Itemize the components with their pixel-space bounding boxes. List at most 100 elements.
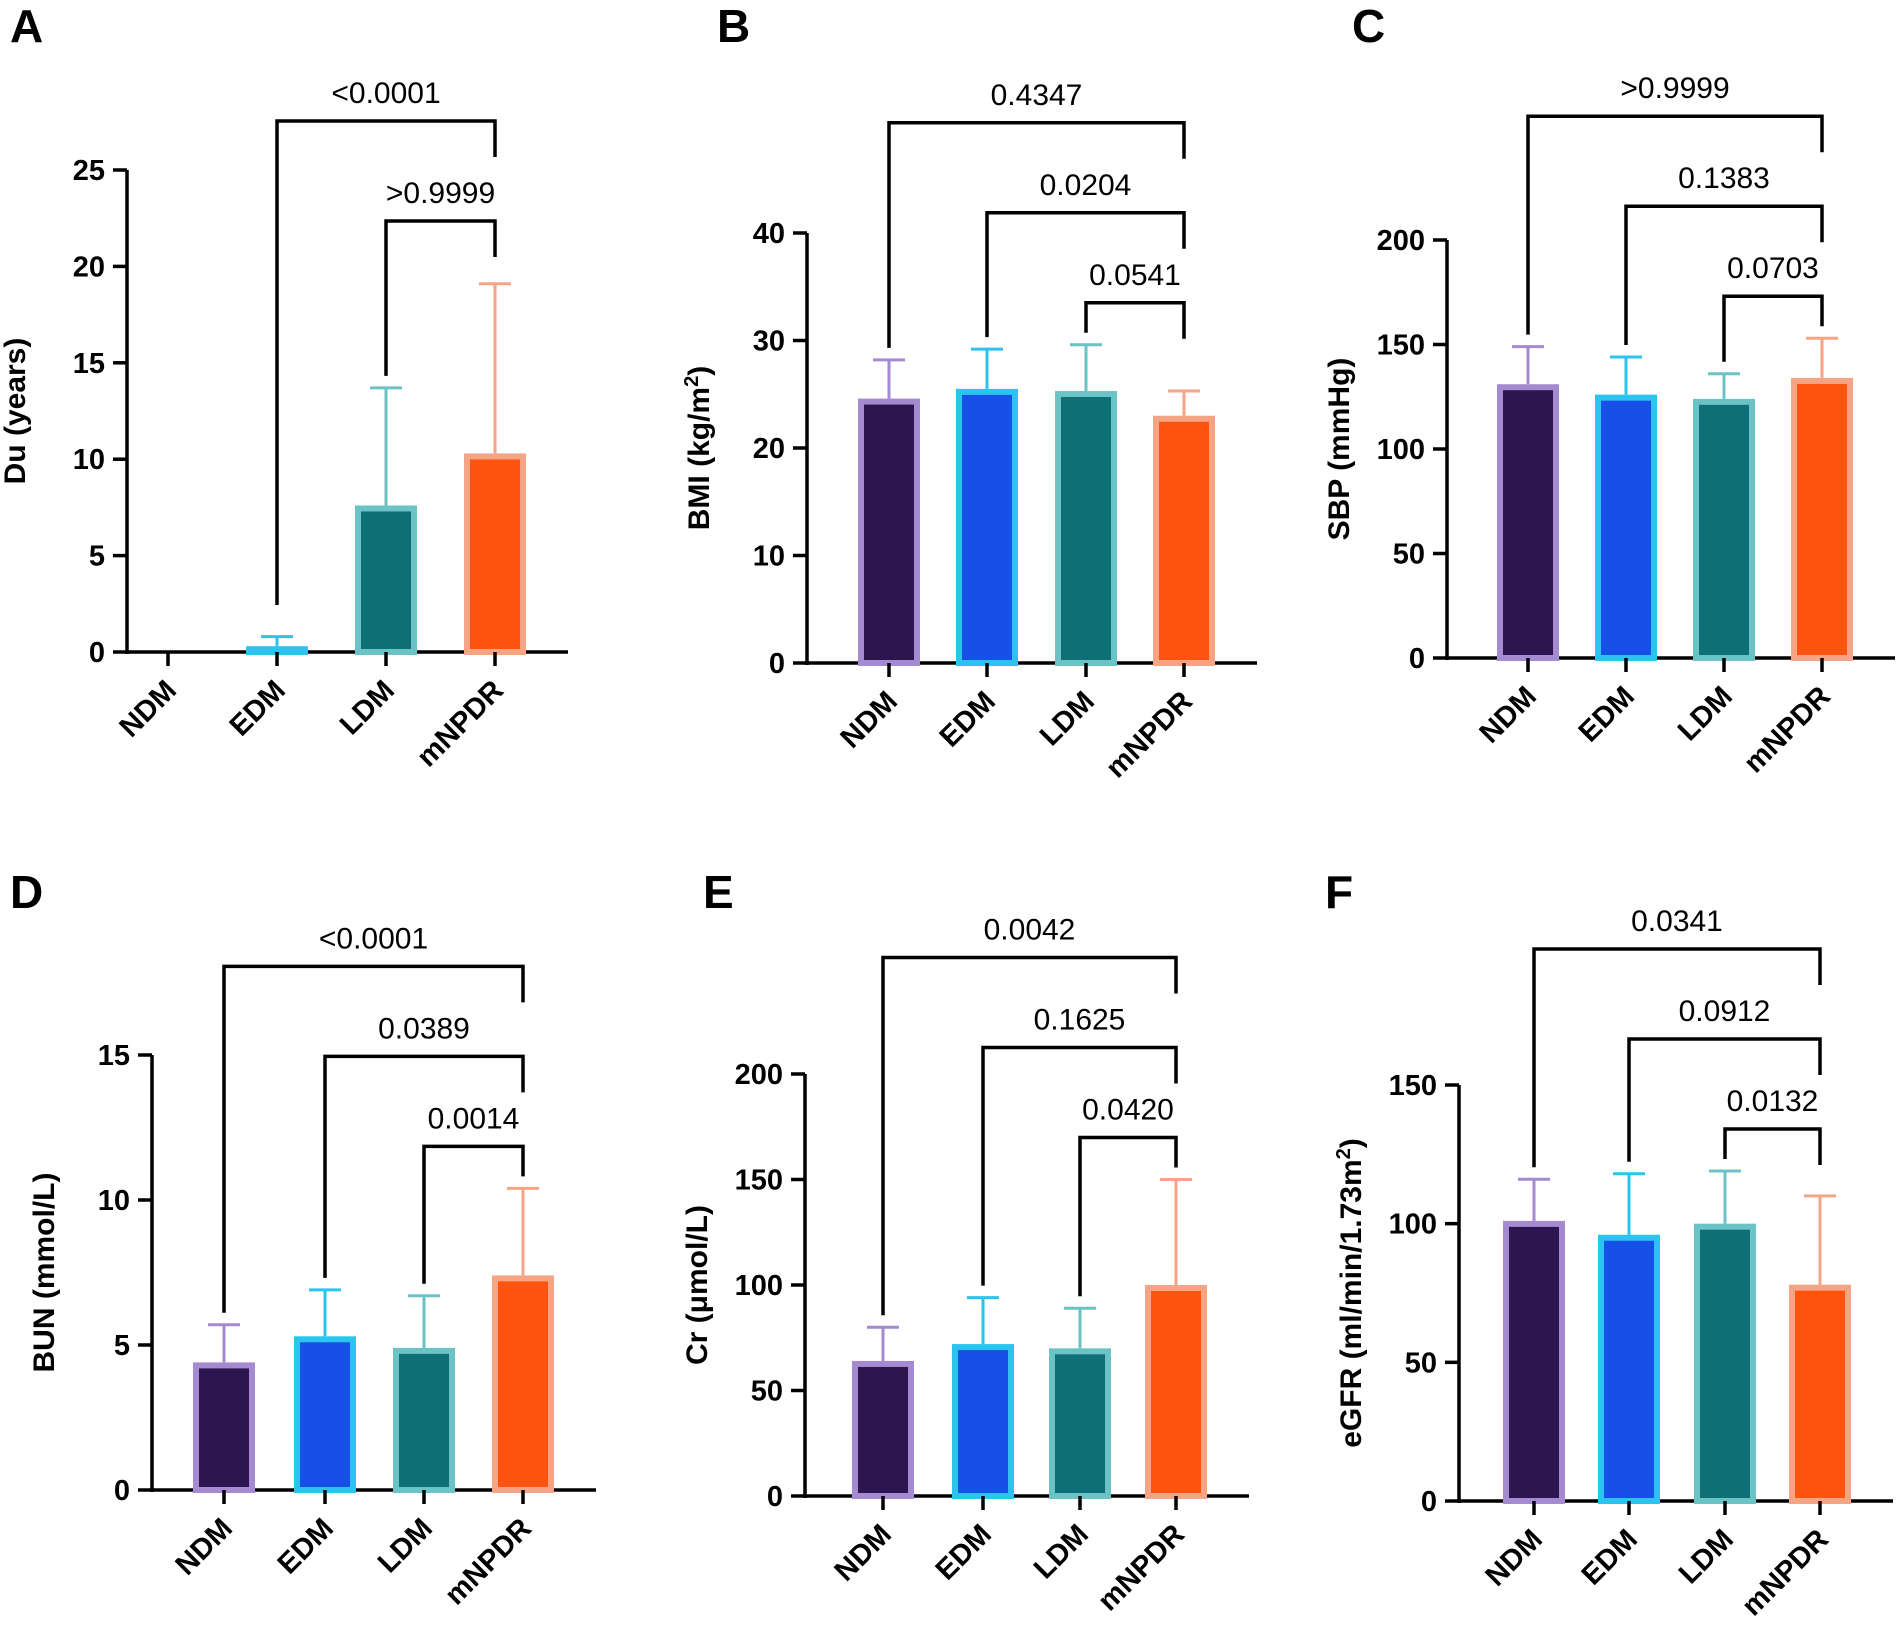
x-category-label: mNPDR [1738, 680, 1837, 779]
bar-edm [952, 1344, 1014, 1499]
significance-bracket [1078, 1135, 1178, 1297]
y-tick-label: 0 [767, 1481, 783, 1513]
y-tick-label: 5 [114, 1330, 130, 1362]
x-category-label: NDM [114, 674, 183, 743]
significance-bracket [422, 1144, 525, 1284]
significance-bracket [981, 1045, 1178, 1286]
x-category-label: NDM [1474, 680, 1543, 749]
significance-bracket [384, 219, 497, 376]
y-tick-label: 50 [1393, 539, 1425, 571]
bar-mnpdr [1789, 1284, 1851, 1505]
bar-ndm [858, 398, 920, 666]
x-category-label: LDM [334, 674, 401, 741]
y-tick-label: 0 [89, 637, 105, 669]
panel-letter: B [717, 0, 750, 52]
bar-ndm [1497, 384, 1559, 661]
y-tick-label: 10 [753, 541, 785, 573]
x-category-label: EDM [1573, 680, 1641, 748]
x-category-label: LDM [1028, 1518, 1095, 1585]
x-category-label: NDM [829, 1518, 898, 1587]
y-tick-label: 40 [753, 218, 785, 250]
p-value-label: >0.9999 [386, 177, 495, 210]
panel-a: A 0 5 10 15 20 25 Du (years) NDM EDM LDM mNPDR <0.00… [0, 0, 568, 773]
y-tick-label: 30 [753, 326, 785, 358]
x-category-label: NDM [1480, 1523, 1549, 1592]
bar-ldm [1049, 1348, 1111, 1500]
bar-mnpdr [464, 453, 526, 655]
y-axis-label: BMI (kg/m2) [681, 366, 716, 530]
y-tick-label: 150 [1389, 1070, 1437, 1102]
bar-ldm [1693, 398, 1755, 661]
significance-bracket [1084, 301, 1186, 339]
y-axis-label: Du (years) [0, 338, 32, 485]
bar-ndm [1503, 1220, 1565, 1504]
x-category-label: LDM [1034, 685, 1101, 752]
y-tick-label: 50 [1405, 1347, 1437, 1379]
p-value-label: 0.0042 [984, 914, 1076, 947]
x-category-label: mNPDR [1736, 1523, 1835, 1622]
p-value-label: 0.0132 [1727, 1085, 1819, 1118]
p-value-label: 0.0014 [428, 1102, 520, 1135]
bar-edm [246, 646, 308, 656]
x-category-label: EDM [224, 674, 292, 742]
significance-bracket [1627, 1037, 1822, 1162]
panel-d: D 0 5 10 15 BUN (mmol/L) NDM EDM LDM mNPDR <0.0001… [10, 866, 596, 1611]
significance-bracket [323, 1054, 525, 1278]
y-tick-label: 20 [753, 433, 785, 465]
y-tick-label: 150 [1377, 330, 1425, 362]
significance-bracket [881, 955, 1178, 1316]
y-tick-label: 10 [73, 444, 105, 476]
p-value-label: >0.9999 [1620, 72, 1729, 105]
p-value-label: <0.0001 [319, 922, 428, 955]
bar-edm [956, 388, 1018, 666]
y-tick-label: 100 [1389, 1209, 1437, 1241]
y-tick-label: 10 [98, 1185, 130, 1217]
y-axis-label: eGFR (ml/min/1.73m2) [1333, 1138, 1368, 1448]
y-tick-label: 0 [1421, 1486, 1437, 1518]
x-category-label: mNPDR [1100, 685, 1199, 784]
panel-letter: E [703, 866, 734, 918]
y-tick-label: 15 [98, 1040, 130, 1072]
x-category-label: EDM [934, 685, 1002, 753]
x-category-label: EDM [1576, 1523, 1644, 1591]
significance-bracket [985, 211, 1186, 338]
bar-mnpdr [1791, 377, 1853, 661]
p-value-label: <0.0001 [331, 77, 440, 110]
significance-bracket [1624, 204, 1824, 346]
significance-bracket [1526, 114, 1824, 335]
p-value-label: 0.0703 [1727, 252, 1819, 285]
bar-edm [1595, 394, 1657, 661]
y-tick-label: 100 [735, 1270, 783, 1302]
panel-b: B 0 10 20 30 40 BMI (kg/m2) NDM EDM LDM mNPDR 0.434… [681, 0, 1257, 784]
bar-ldm [1055, 391, 1117, 666]
bar-mnpdr [492, 1275, 554, 1494]
y-tick-label: 20 [73, 251, 105, 283]
y-tick-label: 200 [1377, 225, 1425, 257]
y-axis-label: BUN (mmol/L) [28, 1173, 61, 1373]
significance-bracket [275, 119, 497, 605]
bar-ldm [1694, 1223, 1756, 1504]
significance-bracket [1722, 294, 1824, 362]
bar-mnpdr [1145, 1285, 1207, 1499]
p-value-label: 0.0541 [1089, 259, 1181, 292]
significance-bracket [887, 121, 1186, 348]
bar-edm [294, 1336, 356, 1494]
y-tick-label: 0 [1409, 643, 1425, 675]
y-tick-label: 0 [769, 648, 785, 680]
x-category-label: LDM [372, 1512, 439, 1579]
panel-letter: D [10, 866, 43, 918]
y-axis-label: SBP (mmHg) [1323, 358, 1356, 541]
y-tick-label: 5 [89, 541, 105, 573]
bar-ndm [852, 1360, 914, 1499]
panel-c: C 0 50 100 150 200 SBP (mmHg) NDM EDM LDM mNPDR >0.… [1323, 0, 1895, 779]
bar-mnpdr [1153, 415, 1215, 666]
x-category-label: EDM [272, 1512, 340, 1580]
y-tick-label: 150 [735, 1165, 783, 1197]
x-category-label: LDM [1672, 680, 1739, 747]
panel-f: F 0 50 100 150 eGFR (ml/min/1.73m2) NDM EDM LDMm… [1325, 866, 1893, 1622]
p-value-label: 0.1625 [1034, 1004, 1126, 1037]
x-category-label: EDM [930, 1518, 998, 1586]
x-category-label: mNPDR [439, 1512, 538, 1611]
